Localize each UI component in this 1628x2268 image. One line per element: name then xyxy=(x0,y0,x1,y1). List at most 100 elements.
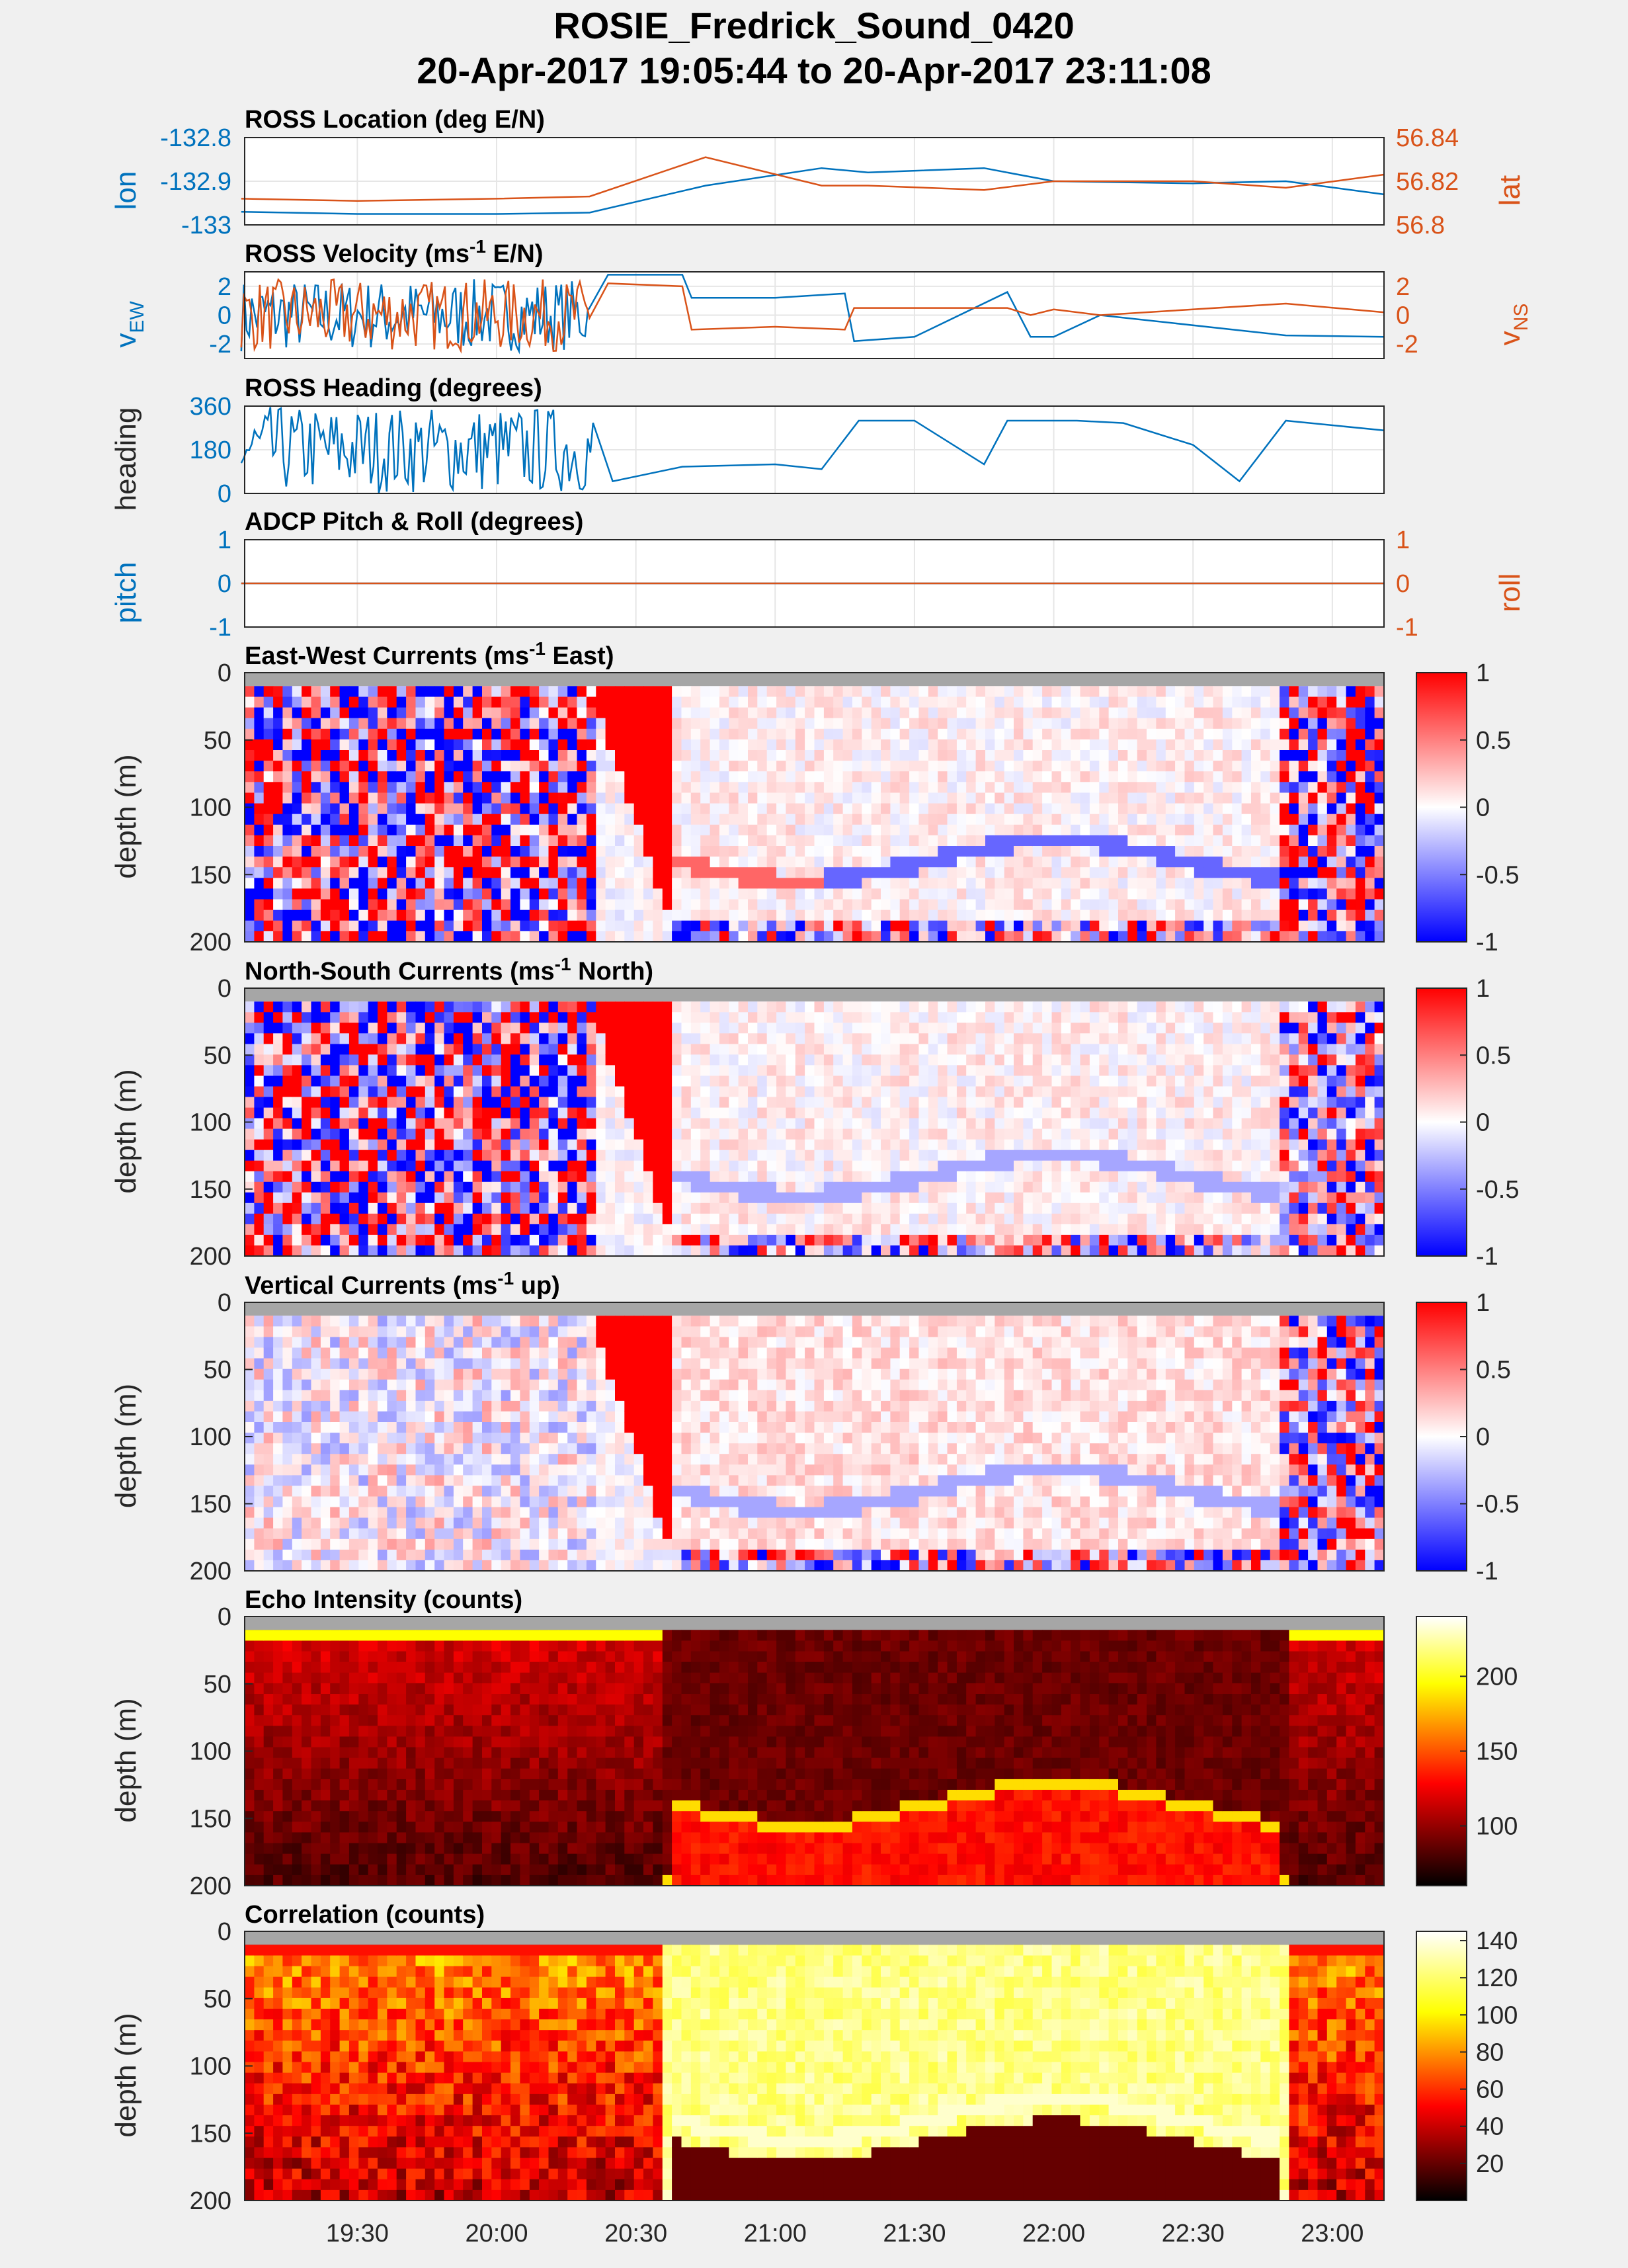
heatmap-cell xyxy=(1184,728,1195,740)
heatmap-cell xyxy=(378,1213,387,1225)
heatmap-cell xyxy=(387,920,397,932)
heatmap-cell xyxy=(710,899,720,911)
heatmap-cell xyxy=(596,1075,606,1087)
heatmap-cell xyxy=(520,1213,530,1225)
heatmap-cell xyxy=(786,1097,796,1109)
heatmap-cell xyxy=(662,696,672,708)
heatmap-cell xyxy=(302,1224,312,1236)
heatmap-cell xyxy=(786,1171,796,1183)
heatmap-cell xyxy=(529,888,540,900)
heatmap-cell xyxy=(1089,878,1100,889)
heatmap-cell xyxy=(567,931,578,943)
heatmap-cell xyxy=(368,1001,378,1013)
heatmap-cell xyxy=(899,1181,910,1193)
heatmap-cell xyxy=(1194,803,1204,815)
heatmap-cell xyxy=(292,899,302,911)
heatmap-cell xyxy=(444,1150,454,1161)
heatmap-cell xyxy=(805,1150,815,1161)
heatmap-cell xyxy=(842,1224,853,1236)
heatmap-cell xyxy=(975,1044,986,1055)
heatmap-cell xyxy=(852,899,862,911)
heatmap-cell xyxy=(852,803,862,815)
heatmap-cell xyxy=(1194,750,1204,761)
heatmap-cell xyxy=(1014,920,1024,932)
heatmap-cell xyxy=(292,803,302,815)
heatmap-cell xyxy=(710,857,720,868)
heatmap-cell xyxy=(710,1118,720,1130)
heatmap-cell xyxy=(263,1160,274,1172)
heatmap-cell xyxy=(766,803,777,815)
heatmap-cell xyxy=(1194,792,1204,804)
heatmap-cell xyxy=(890,899,901,911)
heatmap-cell xyxy=(700,686,711,697)
heatmap-cell xyxy=(1365,792,1375,804)
heatmap-cell xyxy=(425,1107,435,1119)
heatmap-cell xyxy=(624,1224,635,1236)
heatmap-cell xyxy=(899,931,910,943)
heatmap-cell xyxy=(1213,909,1223,921)
heatmap-cell xyxy=(738,899,749,911)
heatmap-cell xyxy=(918,814,929,825)
right-tick-label: -1 xyxy=(1396,614,1418,642)
heatmap-cell xyxy=(245,771,255,782)
heatmap-cell xyxy=(890,1181,901,1193)
heatmap-cell xyxy=(653,1118,663,1130)
heatmap-cell xyxy=(833,718,844,730)
heatmap-cell xyxy=(852,1192,862,1204)
right-tick-label: 56.82 xyxy=(1396,168,1459,196)
heatmap-cell xyxy=(881,1023,891,1034)
heatmap-cell xyxy=(653,1054,663,1066)
heatmap-cell xyxy=(273,867,284,878)
heatmap-cell xyxy=(1222,846,1233,857)
heatmap-cell xyxy=(339,1097,350,1109)
heatmap-cell xyxy=(729,1160,739,1172)
heatmap-cell xyxy=(330,888,341,900)
heatmap-cell xyxy=(852,867,862,878)
heatmap-cell xyxy=(681,728,692,740)
heatmap-cell xyxy=(938,718,948,730)
heatmap-cell xyxy=(776,1128,787,1140)
heatmap-cell xyxy=(320,1181,331,1193)
heatmap-cell xyxy=(643,1054,653,1066)
heatmap-cell xyxy=(1042,696,1053,708)
heatmap-cell xyxy=(539,750,549,761)
heatmap-cell xyxy=(302,1023,312,1034)
heatmap-cell xyxy=(729,707,739,719)
heatmap-cell xyxy=(1232,739,1242,751)
heatmap-cell xyxy=(557,1224,568,1236)
heatmap-cell xyxy=(615,1054,625,1066)
heatmap-cell xyxy=(1222,696,1233,708)
heatmap-cell xyxy=(1108,728,1119,740)
heatmap-cell xyxy=(605,728,616,740)
heatmap-cell xyxy=(406,1001,417,1013)
heatmap-cell xyxy=(1156,771,1166,782)
heatmap-cell xyxy=(520,761,530,772)
heatmap-cell xyxy=(995,899,1005,911)
heatmap-cell xyxy=(1089,771,1100,782)
heatmap-cell xyxy=(396,1097,407,1109)
heatmap-cell xyxy=(615,1150,625,1161)
heatmap-cell xyxy=(995,814,1005,825)
heatmap-cell xyxy=(975,1118,986,1130)
heatmap-cell xyxy=(995,1001,1005,1013)
heatmap-cell xyxy=(823,835,834,847)
heatmap-cell xyxy=(586,867,596,878)
heatmap-cell xyxy=(966,1054,977,1066)
heatmap-cell xyxy=(396,857,407,868)
heatmap-cell xyxy=(254,1150,265,1161)
heatmap-cell xyxy=(1317,909,1328,921)
heatmap-cell xyxy=(956,761,967,772)
heatmap-cell xyxy=(539,1192,549,1204)
heatmap-cell xyxy=(956,696,967,708)
heatmap-cell xyxy=(434,1139,445,1151)
heatmap-cell xyxy=(1308,899,1319,911)
heatmap-cell xyxy=(681,1234,692,1246)
heatmap-cell xyxy=(1061,803,1071,815)
heatmap-cell xyxy=(491,846,502,857)
heatmap-cell xyxy=(330,803,341,815)
heatmap-cell xyxy=(823,1128,834,1140)
left-axis-label: heading xyxy=(110,407,142,511)
heatmap-cell xyxy=(938,728,948,740)
right-axis-label: roll xyxy=(1494,573,1526,612)
heatmap-cell xyxy=(852,1245,862,1257)
